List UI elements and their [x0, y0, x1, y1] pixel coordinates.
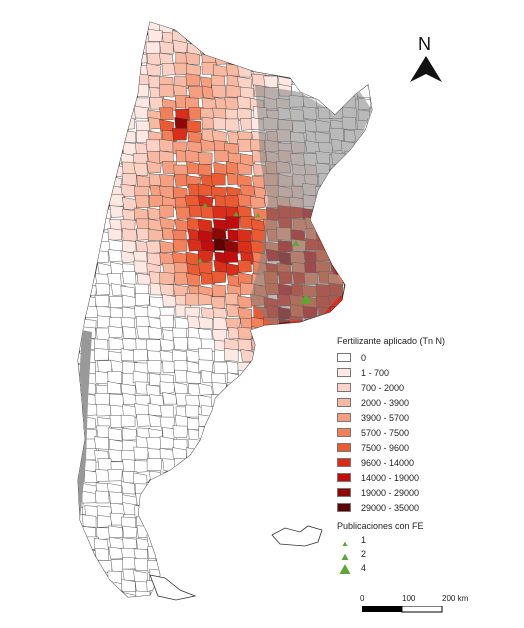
scale-label-0: 0 [360, 594, 365, 603]
legend-label: 700 - 2000 [361, 382, 405, 393]
legend-class-2: 700 - 2000 [337, 380, 517, 395]
legend-class-4: 3900 - 5700 [337, 410, 517, 425]
legend-class-0: 0 [337, 350, 517, 365]
legend-class-6: 7500 - 9600 [337, 440, 517, 455]
legend-swatch [337, 413, 351, 422]
legend-swatch [337, 353, 351, 362]
publication-marker [233, 211, 239, 217]
north-arrow: N [408, 34, 444, 84]
legend-swatch [337, 488, 351, 497]
legend-swatch [337, 473, 351, 482]
publication-label: 4 [361, 563, 367, 573]
publication-class-0: 1 [337, 533, 517, 547]
legend-title: Fertilizante aplicado (Tn N) [337, 336, 446, 346]
legend-label: 7500 - 9600 [361, 442, 410, 453]
map-legend: Fertilizante aplicado (Tn N) 0 1 - 700 700… [337, 336, 517, 575]
legend-swatch [337, 503, 351, 512]
scale-label-100: 100 [402, 594, 416, 603]
legend-swatch [337, 383, 351, 392]
publication-marker [255, 212, 261, 218]
legend-label: 5700 - 7500 [361, 427, 410, 438]
legend-class-3: 2000 - 3900 [337, 395, 517, 410]
publication-legend: 1 2 4 [337, 533, 517, 575]
publication-marker [292, 239, 300, 247]
legend-swatch [337, 368, 351, 377]
legend-label: 9600 - 14000 [361, 457, 415, 468]
publication-label: 1 [361, 535, 367, 545]
publication-marker [202, 202, 208, 208]
legend-classes: 0 1 - 700 700 - 2000 2000 - 3900 3900 - 5700… [337, 350, 517, 515]
legend-label: 1 - 700 [361, 367, 390, 378]
legend-class-10: 29000 - 35000 [337, 500, 517, 515]
publication-marker [300, 294, 312, 304]
malvinas-islands [271, 525, 323, 547]
legend-swatch [337, 428, 351, 437]
publication-marker [197, 257, 203, 263]
legend-label: 14000 - 19000 [361, 472, 420, 483]
legend-class-5: 5700 - 7500 [337, 425, 517, 440]
legend-swatch [337, 443, 351, 452]
legend-swatch [337, 398, 351, 407]
publication-class-2: 4 [337, 561, 517, 575]
legend-class-8: 14000 - 19000 [337, 470, 517, 485]
triangle-icon [339, 563, 351, 574]
publication-label: 2 [361, 549, 367, 559]
legend-label: 2000 - 3900 [361, 397, 410, 408]
publication-class-1: 2 [337, 547, 517, 561]
north-arrow-icon [410, 56, 442, 82]
legend-label: 29000 - 35000 [361, 502, 420, 513]
legend-swatch [337, 458, 351, 467]
legend-class-1: 1 - 700 [337, 365, 517, 380]
scale-bar-graphic [362, 606, 443, 613]
legend-label: 19000 - 29000 [361, 487, 420, 498]
publication-markers [197, 202, 312, 304]
triangle-icon [342, 541, 348, 546]
legend-class-9: 19000 - 29000 [337, 485, 517, 500]
publications-title: Publicaciones con FE [337, 521, 424, 531]
triangle-icon [341, 553, 349, 560]
tierra-del-fuego [149, 574, 197, 601]
scale-label-200: 200 km [442, 594, 469, 603]
scale-bar: 0 100 200 km [360, 594, 500, 624]
legend-label: 3900 - 5700 [361, 412, 410, 423]
north-label: N [418, 34, 431, 54]
legend-class-7: 9600 - 14000 [337, 455, 517, 470]
legend-label: 0 [361, 352, 367, 363]
